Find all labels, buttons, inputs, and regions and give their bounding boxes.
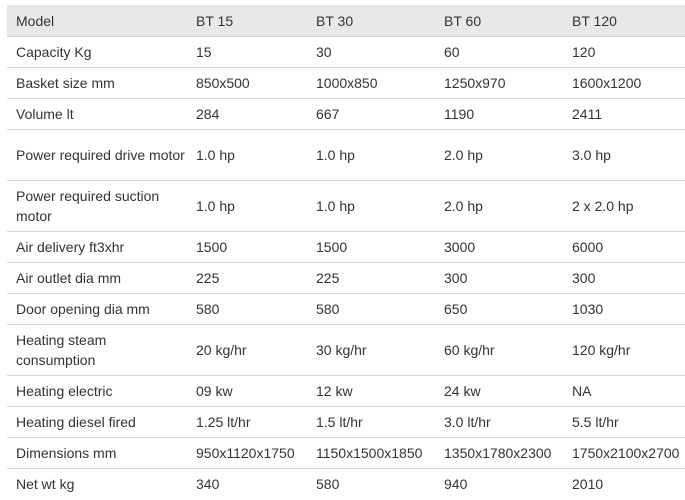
- table-cell: 580: [187, 293, 307, 325]
- table-cell: 2411: [563, 98, 685, 130]
- table-cell: 1250x970: [435, 67, 563, 99]
- table-row: Capacity Kg 15 30 60 120: [7, 36, 685, 68]
- table-cell: 30: [307, 36, 435, 68]
- table-cell: 1190: [435, 98, 563, 130]
- table-cell: 120 kg/hr: [563, 324, 685, 376]
- table-cell: 667: [307, 98, 435, 130]
- table-cell: 1.0 hp: [187, 180, 307, 232]
- header-cell-model: Model: [7, 5, 187, 37]
- table-cell: 1500: [187, 231, 307, 263]
- header-cell-bt60: BT 60: [435, 5, 563, 37]
- table-cell: 3.0 hp: [563, 129, 685, 181]
- table-row: Power required suction motor 1.0 hp 1.0 hp…: [7, 180, 685, 232]
- row-label: Capacity Kg: [7, 36, 187, 68]
- table-cell: NA: [563, 375, 685, 407]
- table-cell: 15: [187, 36, 307, 68]
- table-cell: 850x500: [187, 67, 307, 99]
- table-row: Door opening dia mm 580 580 650 1030: [7, 293, 685, 325]
- table-cell: 2010: [572, 476, 604, 493]
- table-cell: 30 kg/hr: [307, 324, 435, 376]
- table-cell: 580: [316, 476, 340, 493]
- table-cell: 225: [187, 262, 307, 294]
- table-cell: 284: [187, 98, 307, 130]
- header-cell-bt30: BT 30: [307, 5, 435, 37]
- table-cell: 300: [563, 262, 685, 294]
- table-cell: 24 kw: [435, 375, 563, 407]
- row-label: Power required suction motor: [7, 180, 187, 232]
- table-cell: 20 kg/hr: [187, 324, 307, 376]
- table-row: Air delivery ft3xhr 1500 1500 3000 6000: [7, 231, 685, 263]
- table-cell: 60: [435, 36, 563, 68]
- table-row: Heating diesel fired 1.25 lt/hr 1.5 lt/hr 3…: [7, 406, 685, 438]
- table-cell: 6000: [563, 231, 685, 263]
- table-body: Capacity Kg 15 30 60 120 Basket size mm 850x50…: [7, 36, 685, 500]
- table-row: Heating steam consumption 20 kg/hr 30 kg/h…: [7, 324, 685, 376]
- row-label: Heating steam consumption: [7, 324, 187, 376]
- table-cell: 3.0 lt/hr: [435, 406, 563, 438]
- row-label: Heating electric: [7, 375, 187, 407]
- table-cell: 2.0 hp: [435, 180, 563, 232]
- row-label: Dimensions mm: [7, 437, 187, 469]
- table-cell: 1.0 hp: [307, 129, 435, 181]
- table-row: Volume lt 284 667 1190 2411: [7, 98, 685, 130]
- table-row: Dimensions mm 950x1120x1750 1150x1500x1850…: [7, 437, 685, 469]
- table-row: Power required drive motor 1.0 hp 1.0 hp 2.…: [7, 129, 685, 181]
- table-cell: 650: [435, 293, 563, 325]
- table-row: Air outlet dia mm 225 225 300 300: [7, 262, 685, 294]
- row-label: Volume lt: [7, 98, 187, 130]
- table-row: Heating electric 09 kw 12 kw 24 kw NA: [7, 375, 685, 407]
- table-cell: 1750x2100x2700: [563, 437, 685, 469]
- table-cell: 60 kg/hr: [435, 324, 563, 376]
- table-cell: 1.5 lt/hr: [307, 406, 435, 438]
- row-label: Power required drive motor: [7, 129, 187, 181]
- table-cell: 1.25 lt/hr: [187, 406, 307, 438]
- table-cell: 1000x850: [307, 67, 435, 99]
- table-cell: 1.0 hp: [307, 180, 435, 232]
- row-label: Net wt kg: [16, 476, 75, 493]
- table-cell: 1.0 hp: [187, 129, 307, 181]
- table-cell: 1150x1500x1850: [307, 437, 435, 469]
- table-row: Basket size mm 850x500 1000x850 1250x970 160…: [7, 67, 685, 99]
- table-cell: 1030: [563, 293, 685, 325]
- table-row: Net wt kg 340 580 940 2010: [7, 469, 685, 500]
- header-row: Model BT 15 BT 30 BT 60 BT 120: [7, 5, 685, 37]
- row-label: Basket size mm: [7, 67, 187, 99]
- row-label: Air delivery ft3xhr: [7, 231, 187, 263]
- table-cell: 300: [435, 262, 563, 294]
- table-cell: 09 kw: [187, 375, 307, 407]
- table-cell: 5.5 lt/hr: [563, 406, 685, 438]
- table-cell: 3000: [435, 231, 563, 263]
- row-label: Air outlet dia mm: [7, 262, 187, 294]
- table-cell: 580: [307, 293, 435, 325]
- table-cell: 225: [307, 262, 435, 294]
- table-cell: 12 kw: [307, 375, 435, 407]
- table-cell: 1600x1200: [563, 67, 685, 99]
- header-cell-bt120: BT 120: [563, 5, 685, 37]
- table-cell: 940: [444, 476, 468, 493]
- table-cell: 1500: [307, 231, 435, 263]
- table-cell: 340: [196, 476, 220, 493]
- row-label: Heating diesel fired: [7, 406, 187, 438]
- table-cell: 950x1120x1750: [187, 437, 307, 469]
- row-label: Door opening dia mm: [7, 293, 187, 325]
- table-cell: 120: [563, 36, 685, 68]
- spec-table: Model BT 15 BT 30 BT 60 BT 120 Capacity …: [7, 5, 685, 500]
- header-cell-bt15: BT 15: [187, 5, 307, 37]
- table-cell: 2.0 hp: [435, 129, 563, 181]
- table-cell: 1350x1780x2300: [435, 437, 563, 469]
- table-cell: 2 x 2.0 hp: [563, 180, 685, 232]
- table-header: Model BT 15 BT 30 BT 60 BT 120: [7, 5, 685, 37]
